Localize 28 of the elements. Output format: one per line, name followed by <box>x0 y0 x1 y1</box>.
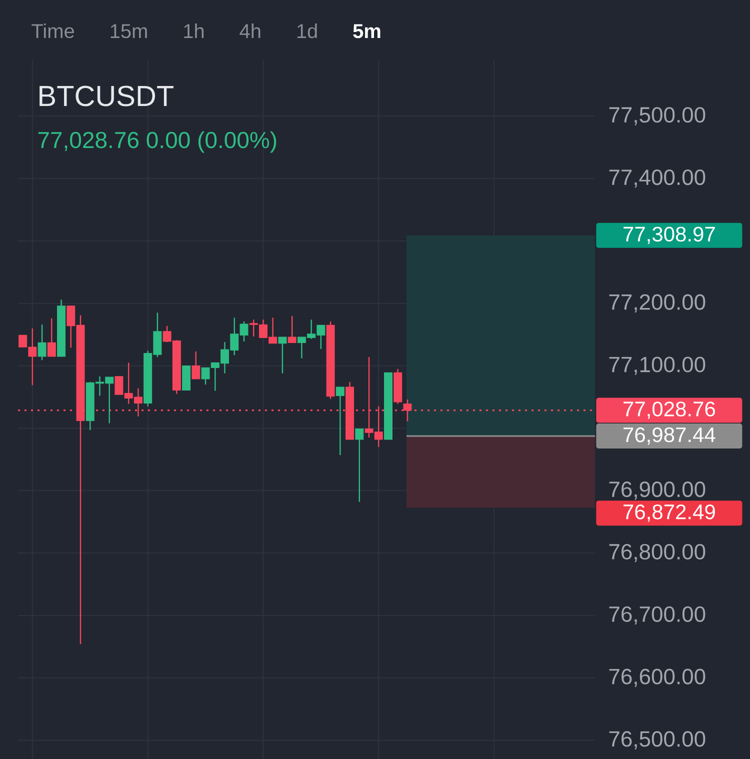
band-label: 77,308.97 <box>624 226 715 244</box>
ref-line-label: 77,028.76 <box>624 402 715 419</box>
text: 1d <box>297 23 317 38</box>
text: 1h <box>184 23 204 38</box>
candlestick <box>192 350 200 380</box>
y-tick-label: 76,700.00 <box>609 606 706 625</box>
text: 4h <box>240 23 260 38</box>
candlestick <box>336 386 344 456</box>
candlestick <box>38 324 46 361</box>
y-tick-label: 76,800.00 <box>609 544 706 562</box>
candlestick <box>288 315 296 344</box>
y-tick-label: 77,200.00 <box>609 294 706 312</box>
y-tick-label: 77,100.00 <box>609 356 706 375</box>
text: Time <box>32 23 74 38</box>
y-tick-label: 76,600.00 <box>609 668 706 687</box>
band-label: 76,872.49 <box>624 504 715 522</box>
ref-line-label: 76,987.44 <box>624 427 716 445</box>
y-tick-label: 77,500.00 <box>609 107 706 126</box>
text: 5m <box>353 24 380 38</box>
text: 77,028.76 0.00 (0.00%) <box>38 131 276 153</box>
y-tick-label: 76,900.00 <box>609 482 706 500</box>
text: 15m <box>110 24 147 38</box>
candlestick <box>355 428 364 502</box>
candlestick <box>278 336 287 374</box>
text: BTCUSDT <box>40 86 174 106</box>
candlestick <box>47 318 56 358</box>
y-tick-label: 77,400.00 <box>609 169 706 188</box>
y-tick-label: 76,500.00 <box>609 731 706 750</box>
